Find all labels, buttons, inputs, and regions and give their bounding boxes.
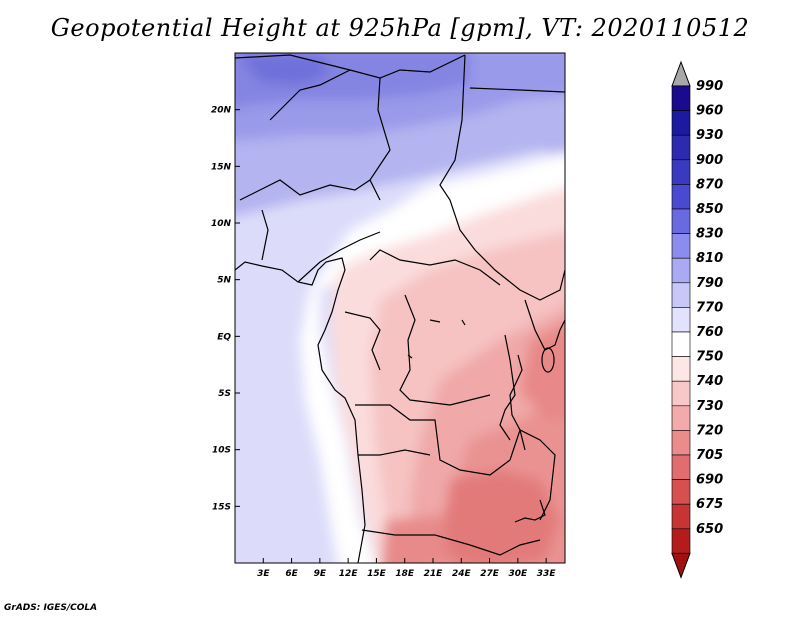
colorbar-label: 730 bbox=[696, 399, 723, 414]
colorbar-swatch bbox=[671, 134, 691, 161]
lon-tick-label: 18E bbox=[395, 569, 415, 579]
colorbar-swatch bbox=[671, 479, 691, 505]
colorbar-swatch bbox=[671, 356, 691, 382]
colorbar-label: 740 bbox=[696, 374, 723, 389]
colorbar-swatch bbox=[671, 503, 691, 530]
lon-tick-label: 9E bbox=[314, 569, 327, 579]
lat-tick-label: 5S bbox=[218, 389, 231, 399]
colorbar-label: 750 bbox=[696, 350, 723, 365]
colorbar: 990 960 930 900 870 850 830 810 790 770 760 750 740 7… bbox=[671, 60, 723, 579]
lon-tick-label: 27E bbox=[480, 569, 500, 579]
colorbar-swatch bbox=[671, 454, 691, 480]
colorbar-swatch bbox=[671, 257, 691, 284]
latitude-axis: 20N 15N 10N 5N EQ 5S 10S 15S bbox=[211, 106, 240, 512]
colorbar-swatch bbox=[671, 208, 691, 234]
colorbar-swatch bbox=[671, 430, 691, 456]
lat-tick-label: 10N bbox=[211, 219, 232, 229]
longitude-axis: 3E 6E 9E 12E 15E 18E 21E 24E 27E 30E 33E bbox=[257, 558, 556, 579]
map-title: Geopotential Height at 925hPa [gpm], VT:… bbox=[50, 14, 750, 42]
lon-tick-label: 21E bbox=[424, 569, 444, 579]
colorbar-label: 650 bbox=[696, 522, 723, 537]
lon-tick-label: 30E bbox=[509, 569, 529, 579]
lat-tick-label: 10S bbox=[212, 446, 231, 456]
colorbar-swatch bbox=[671, 331, 691, 357]
lat-tick-label: 5N bbox=[217, 276, 231, 286]
colorbar-swatch bbox=[671, 307, 691, 333]
lon-tick-label: 15E bbox=[367, 569, 387, 579]
colorbar-swatch bbox=[671, 380, 691, 407]
lon-tick-label: 3E bbox=[257, 569, 270, 579]
country-borders bbox=[235, 54, 565, 563]
colorbar-label: 790 bbox=[696, 276, 723, 291]
colorbar-label: 900 bbox=[696, 153, 723, 168]
colorbar-label: 770 bbox=[696, 300, 723, 315]
lat-tick-label: EQ bbox=[217, 332, 231, 342]
colorbar-label: 705 bbox=[696, 448, 723, 463]
colorbar-label: 720 bbox=[696, 423, 723, 438]
colorbar-top-arrow bbox=[671, 60, 691, 87]
colorbar-swatch bbox=[671, 85, 691, 111]
colorbar-label: 760 bbox=[696, 325, 723, 340]
lat-tick-label: 15N bbox=[211, 162, 232, 172]
colorbar-label: 690 bbox=[696, 473, 723, 488]
lon-tick-label: 24E bbox=[452, 569, 472, 579]
colorbar-swatch bbox=[671, 233, 691, 259]
colorbar-swatch bbox=[671, 282, 691, 308]
lat-tick-label: 15S bbox=[212, 502, 231, 512]
lon-tick-label: 6E bbox=[285, 569, 298, 579]
colorbar-label: 830 bbox=[696, 227, 723, 242]
colorbar-label: 870 bbox=[696, 177, 723, 192]
colorbar-label: 675 bbox=[696, 497, 723, 512]
colorbar-swatch bbox=[671, 528, 691, 554]
colorbar-swatch bbox=[671, 405, 691, 431]
lat-tick-label: 20N bbox=[211, 106, 232, 116]
lon-tick-label: 33E bbox=[537, 569, 557, 579]
colorbar-label: 930 bbox=[696, 128, 723, 143]
colorbar-label: 850 bbox=[696, 202, 723, 217]
colorbar-swatch bbox=[671, 110, 691, 136]
geopotential-field bbox=[235, 53, 565, 563]
map-frame bbox=[234, 52, 566, 564]
colorbar-label: 960 bbox=[696, 104, 723, 119]
colorbar-swatch bbox=[671, 184, 691, 210]
colorbar-label: 810 bbox=[696, 251, 723, 266]
colorbar-swatch bbox=[671, 159, 691, 185]
colorbar-label: 990 bbox=[696, 79, 723, 94]
colorbar-bottom-arrow bbox=[671, 552, 691, 579]
grads-credit: GrADS: IGES/COLA bbox=[4, 603, 98, 613]
lon-tick-label: 12E bbox=[339, 569, 359, 579]
